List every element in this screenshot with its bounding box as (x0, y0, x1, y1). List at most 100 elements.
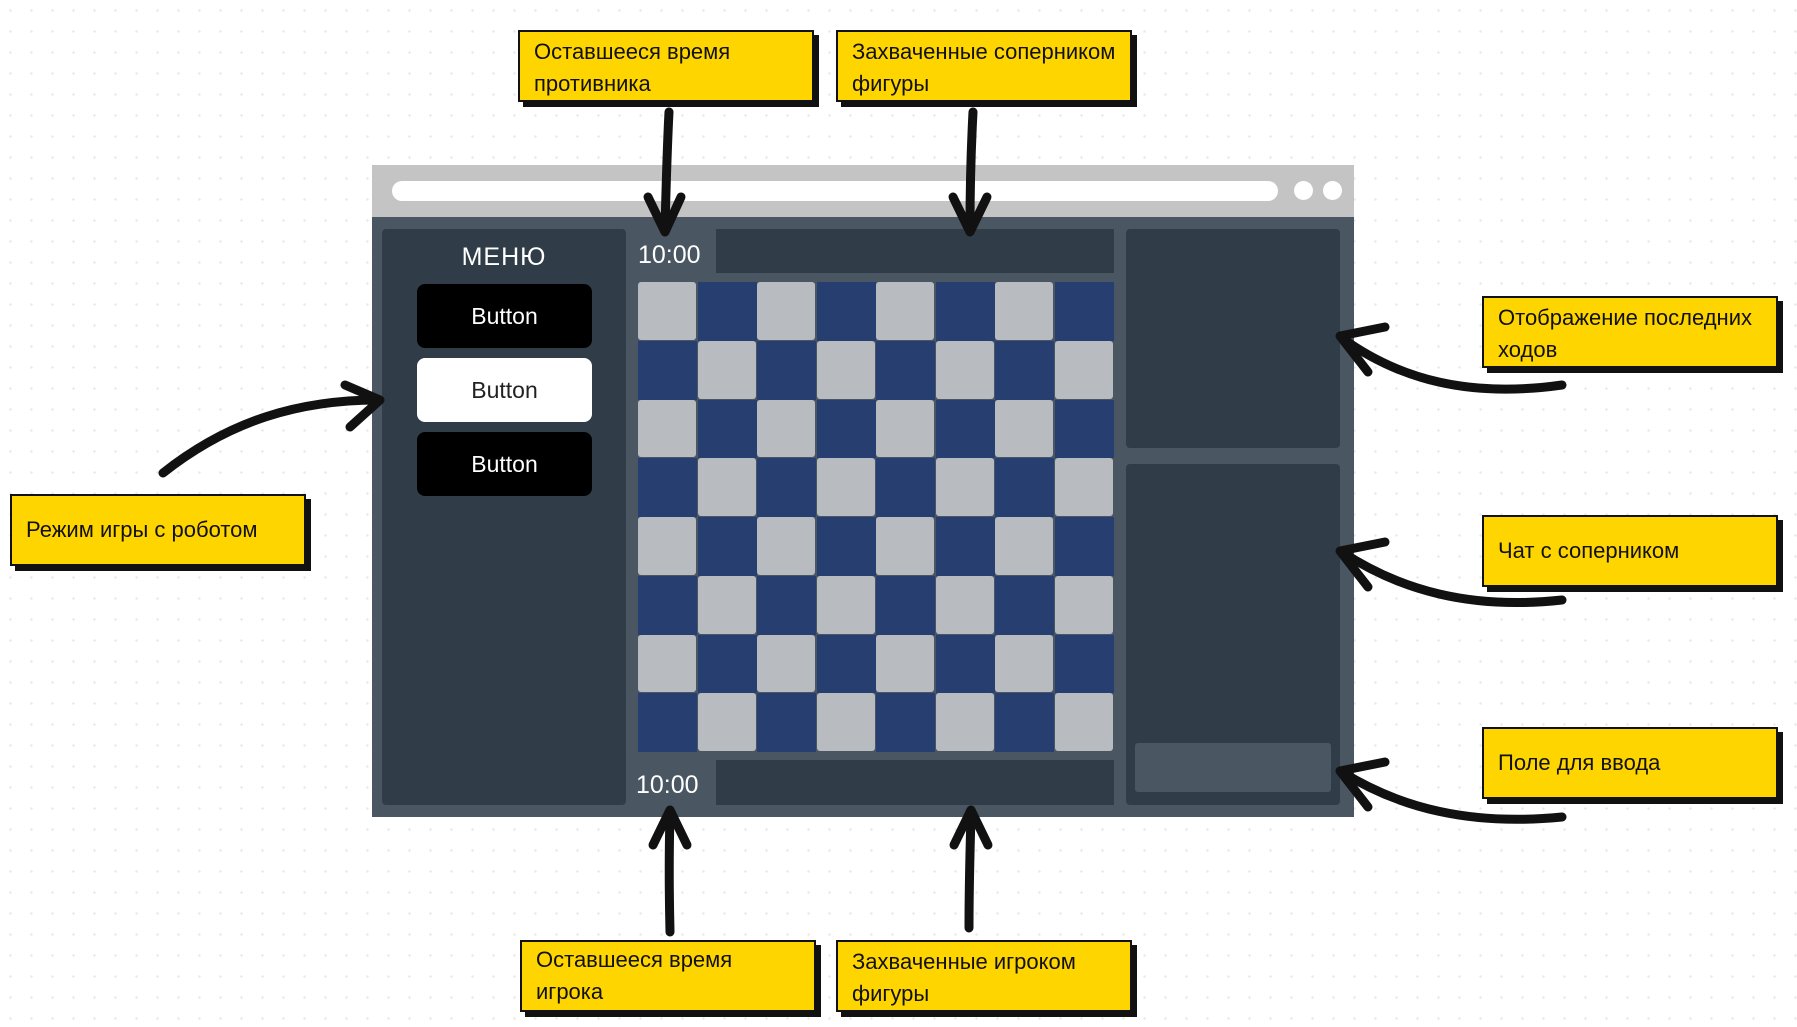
arrow-opponent-time (660, 107, 674, 233)
note-input-field: Поле для ввода (1482, 727, 1778, 799)
title-bar (372, 165, 1354, 217)
board-cell[interactable] (697, 517, 757, 576)
board-cell[interactable] (697, 458, 756, 516)
board-cell[interactable] (816, 458, 875, 516)
board-cell[interactable] (876, 575, 935, 635)
board-cell[interactable] (876, 517, 934, 575)
board-cell[interactable] (876, 458, 935, 517)
board-cell[interactable] (816, 340, 875, 399)
board-cell[interactable] (816, 634, 876, 694)
board-cell[interactable] (816, 399, 876, 459)
opponent-timer: 10:00 (638, 241, 701, 269)
board-cell[interactable] (995, 634, 1053, 693)
board-cell[interactable] (757, 282, 815, 340)
board-cell[interactable] (876, 340, 935, 400)
board-cell[interactable] (876, 282, 934, 340)
board-cell[interactable] (935, 458, 994, 516)
board-cell[interactable] (1054, 340, 1113, 399)
board-cell[interactable] (757, 340, 816, 400)
board-cell[interactable] (1054, 282, 1114, 341)
note-opponent-captured: Захваченные соперником фигуры (836, 30, 1132, 102)
browser-window: МЕНЮ Button Button Button 10:00 10:00 (372, 165, 1354, 817)
board-cell[interactable] (995, 575, 1054, 635)
chat-input[interactable] (1135, 743, 1331, 792)
last-moves-panel (1126, 229, 1340, 448)
board-cell[interactable] (638, 282, 696, 340)
menu-title: МЕНЮ (461, 243, 547, 271)
player-timer: 10:00 (636, 771, 699, 799)
board-cell[interactable] (935, 693, 994, 751)
board-cell[interactable] (816, 575, 875, 634)
board-cell[interactable] (697, 693, 756, 751)
board-cell[interactable] (1054, 517, 1114, 576)
board-cell[interactable] (757, 575, 816, 635)
window-control-icon[interactable] (1323, 181, 1342, 200)
arrow-player-captured (964, 810, 976, 933)
board-cell[interactable] (995, 517, 1053, 575)
board-cell[interactable] (935, 634, 995, 694)
board-cell[interactable] (816, 282, 876, 341)
window-control-icon[interactable] (1294, 181, 1313, 200)
arrow-player-time (664, 810, 675, 937)
board-cell[interactable] (935, 340, 994, 399)
opponent-captured-bar (716, 229, 1114, 273)
board-cell[interactable] (638, 517, 696, 575)
arrow-input-field (1337, 767, 1567, 824)
board-cell[interactable] (1054, 634, 1114, 694)
menu-button-1[interactable]: Button (417, 284, 592, 348)
note-chat: Чат с соперником (1482, 515, 1778, 587)
board-cell[interactable] (757, 458, 816, 517)
arrow-opponent-captured (965, 107, 978, 233)
board-cell[interactable] (935, 399, 995, 459)
board-cell[interactable] (935, 517, 995, 576)
checkerboard (638, 282, 1114, 752)
player-captured-bar (716, 760, 1114, 805)
board-cell[interactable] (935, 282, 995, 341)
board-cell[interactable] (638, 575, 697, 635)
menu-button-3[interactable]: Button (417, 432, 592, 496)
board-cell[interactable] (816, 693, 875, 751)
board-cell[interactable] (757, 517, 815, 575)
address-bar[interactable] (392, 181, 1278, 201)
board-cell[interactable] (1054, 575, 1113, 634)
board-cell[interactable] (757, 399, 815, 458)
board-cell[interactable] (638, 399, 696, 458)
arrow-robot-mode (158, 395, 383, 478)
menu-panel: МЕНЮ Button Button Button (382, 229, 626, 805)
board-cell[interactable] (1054, 693, 1113, 751)
board-cell[interactable] (876, 399, 934, 458)
board-cell[interactable] (995, 340, 1054, 400)
board-cell[interactable] (757, 634, 815, 693)
note-opponent-time: Оставшееся время противника (518, 30, 814, 102)
board-cell[interactable] (697, 340, 756, 399)
chat-panel (1126, 464, 1340, 805)
menu-button-2[interactable]: Button (417, 358, 592, 422)
board-cell[interactable] (638, 693, 697, 752)
board-cell[interactable] (1054, 458, 1113, 516)
arrow-chat (1337, 547, 1567, 608)
board-cell[interactable] (935, 575, 994, 634)
board-cell[interactable] (995, 399, 1053, 458)
board-cell[interactable] (757, 693, 816, 752)
note-last-moves: Отображение последних ходов (1482, 296, 1778, 368)
board-cell[interactable] (638, 340, 697, 400)
board-cell[interactable] (995, 693, 1054, 752)
board-cell[interactable] (876, 634, 934, 693)
board-cell[interactable] (995, 458, 1054, 517)
board-cell[interactable] (1054, 399, 1114, 459)
board-cell[interactable] (697, 575, 756, 634)
arrow-last-moves (1337, 333, 1567, 394)
game-app: МЕНЮ Button Button Button 10:00 10:00 (372, 217, 1354, 817)
board-cell[interactable] (876, 693, 935, 752)
board-cell[interactable] (995, 282, 1053, 340)
note-player-captured: Захваченные игроком фигуры (836, 940, 1132, 1012)
board-cell[interactable] (638, 634, 696, 693)
board-cell[interactable] (638, 458, 697, 517)
board-cell[interactable] (697, 399, 757, 459)
note-robot-mode: Режим игры с роботом (10, 494, 306, 566)
board-cell[interactable] (697, 282, 757, 341)
note-player-time: Оставшееся время игрока (520, 940, 816, 1012)
board-cell[interactable] (816, 517, 876, 576)
board-cell[interactable] (697, 634, 757, 694)
